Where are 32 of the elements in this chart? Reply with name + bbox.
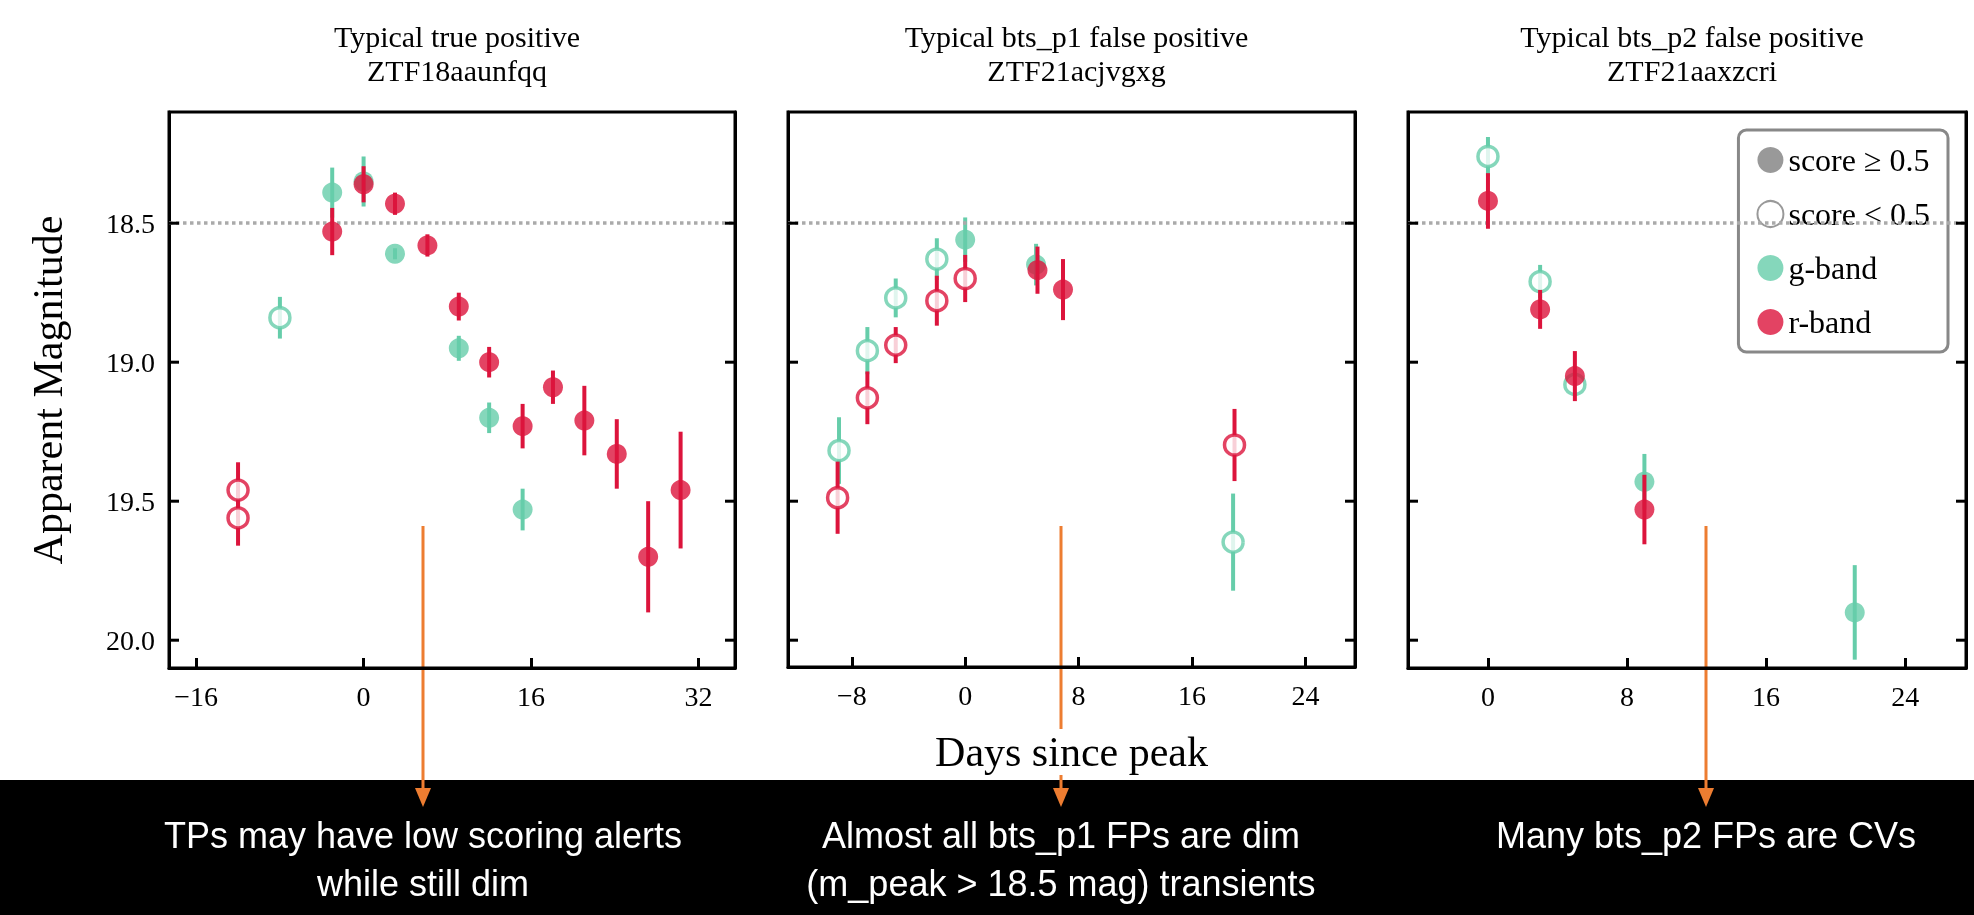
x-tick-label: 16 [1752,680,1781,712]
text: Many bts_p2 FPs are CVs [1494,814,1918,858]
legend-label: g-band [1788,250,1878,286]
x-tick-label: 0 [1480,680,1495,712]
x-tick-label: 8 [1620,680,1635,712]
x-tick-label: 32 [684,680,713,712]
text: Almost all bts_p1 FPs are dim (m_peak > 18.5 mag) transients [805,814,1317,906]
x-tick-label: 16 [1177,679,1206,711]
y-tick-label: 19.5 [106,485,155,517]
chart-title: Typical true positive [333,19,581,53]
chart-title: Typical bts_p1 false positive [904,19,1249,53]
x-tick-label: 0 [958,679,973,711]
y-tick-label: 20.0 [106,624,155,656]
x-tick-label: 16 [516,680,545,712]
text: TPs may have low scoring alerts while still dim [162,814,684,906]
chart-title: Typical bts_p2 false positive [1520,19,1864,53]
x-tick-label: 0 [356,680,371,712]
x-tick-label: 8 [1071,679,1086,711]
y-axis-title: Apparent Magnitude [25,215,71,565]
x-axis-title: Days since peak [935,729,1208,775]
legend-label: score ≥ 0.5 [1788,142,1930,178]
y-tick-label: 18.5 [106,207,155,239]
x-tick-label: −16 [174,680,219,712]
x-tick-label: −8 [836,679,867,711]
legend-label: r-band [1788,304,1872,340]
x-tick-label: 24 [1891,680,1920,712]
x-tick-label: 24 [1291,679,1320,711]
chart-subtitle: ZTF21acjvgxg [987,53,1166,87]
legend-label: score < 0.5 [1788,196,1930,232]
y-tick-label: 19.0 [106,346,155,378]
chart-subtitle: ZTF21aaxzcri [1607,53,1777,87]
chart-subtitle: ZTF18aaunfqq [367,53,547,87]
